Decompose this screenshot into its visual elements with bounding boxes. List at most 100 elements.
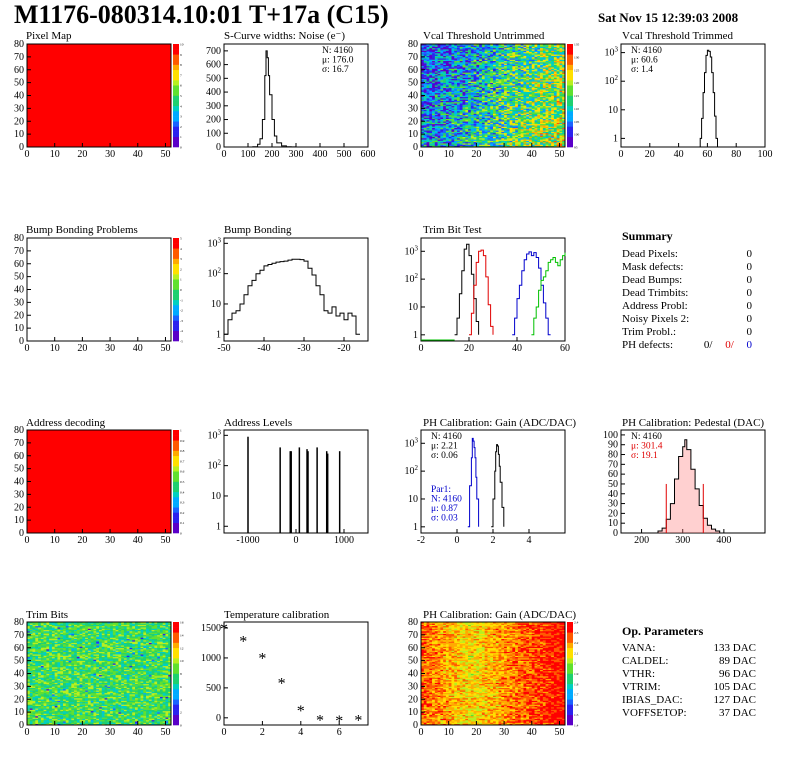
heatmap-cell — [423, 59, 427, 62]
heatmap-cell — [501, 72, 505, 74]
heatmap-cell — [462, 76, 466, 78]
x-tick-label: 100 — [758, 149, 773, 160]
heatmap-cell — [432, 72, 436, 74]
heatmap-cell — [495, 60, 499, 63]
heatmap-cell — [548, 114, 552, 117]
heatmap-cell — [562, 117, 566, 119]
heatmap-cell — [551, 130, 555, 132]
heatmap-cell — [481, 72, 485, 74]
heatmap-cell — [523, 74, 527, 77]
heatmap-cell — [426, 77, 430, 80]
heatmap-cell — [457, 74, 461, 77]
heatmap-cell — [531, 132, 535, 135]
heatmap-cell — [479, 49, 483, 51]
heatmap-cell — [504, 58, 508, 60]
heatmap-cell — [493, 110, 497, 113]
heatmap-cell — [551, 86, 555, 89]
heatmap-cell — [432, 108, 436, 110]
heatmap-cell — [484, 58, 488, 60]
heatmap-cell — [476, 51, 480, 54]
heatmap-cell — [484, 45, 488, 47]
heatmap-cell — [504, 98, 508, 100]
heatmap-cell — [437, 117, 441, 119]
heatmap-cell — [553, 131, 557, 134]
heatmap-cell — [515, 132, 519, 135]
heatmap-cell — [426, 108, 430, 110]
heatmap-cell — [501, 139, 505, 141]
heatmap-cell — [454, 50, 458, 53]
heatmap-cell — [495, 131, 499, 134]
heatmap-cell — [562, 46, 566, 49]
heatmap-cell — [556, 51, 560, 54]
heatmap-cell — [468, 55, 472, 58]
heatmap-cell — [556, 45, 560, 47]
x-tick-label: 10 — [50, 535, 60, 546]
heatmap-cell — [479, 50, 483, 53]
heatmap-cell — [465, 126, 469, 128]
heatmap-cell — [523, 143, 527, 145]
heatmap-cell — [465, 95, 469, 98]
heatmap-cell — [476, 135, 480, 137]
heatmap-cell — [484, 139, 488, 141]
heatmap-cell — [432, 101, 436, 104]
heatmap-cell — [506, 139, 510, 141]
heatmap-cell — [520, 73, 524, 76]
heatmap-cell — [529, 86, 533, 89]
heatmap-cell — [445, 87, 449, 90]
heatmap-cell — [504, 127, 508, 130]
heatmap-cell — [548, 130, 552, 132]
heatmap-cell — [562, 92, 566, 95]
heatmap-cell — [493, 131, 497, 134]
heatmap-cell — [512, 105, 516, 108]
heatmap-cell — [451, 135, 455, 137]
heatmap-cell — [440, 65, 444, 68]
heatmap-cell — [448, 123, 452, 126]
heatmap-cell — [454, 59, 458, 62]
heatmap-cell — [481, 56, 485, 59]
heatmap-cell — [459, 105, 463, 108]
heatmap-cell — [504, 123, 508, 126]
heatmap-cell — [470, 77, 474, 80]
y-tick-label: 0 — [19, 142, 24, 153]
heatmap-cell — [556, 118, 560, 121]
y-tick-label: 70 — [408, 52, 418, 63]
heatmap-cell — [545, 94, 549, 96]
heatmap-cell — [440, 87, 444, 90]
heatmap-cell — [520, 89, 524, 91]
heatmap-cell — [423, 135, 427, 137]
heatmap-cell — [551, 113, 555, 116]
heatmap-cell — [440, 117, 444, 119]
heatmap-cell — [534, 113, 538, 116]
y-tick-label: 10 — [14, 323, 24, 334]
heatmap-cell — [520, 141, 524, 144]
heatmap-cell — [520, 91, 524, 94]
heatmap-cell — [454, 143, 458, 145]
heatmap-cell — [529, 136, 533, 139]
heatmap-cell — [548, 72, 552, 74]
heatmap-cell — [515, 119, 519, 122]
heatmap-cell — [509, 94, 513, 96]
heatmap-cell — [523, 123, 527, 126]
heatmap-cell — [517, 78, 521, 81]
heatmap-cell — [454, 122, 458, 125]
heatmap-cell — [445, 86, 449, 89]
heatmap-cell — [501, 98, 505, 100]
heatmap-cell — [462, 118, 466, 121]
heatmap-cell — [534, 118, 538, 121]
heatmap-cell — [429, 87, 433, 90]
heatmap-cell — [495, 51, 499, 54]
heatmap-cell — [484, 112, 488, 114]
heatmap-cell — [556, 91, 560, 94]
x-tick-label: 10 — [444, 149, 454, 160]
heatmap-cell — [29, 646, 33, 649]
heatmap-cell — [529, 49, 533, 51]
heatmap-cell — [432, 80, 436, 82]
address-levels-title: Address Levels — [224, 417, 292, 429]
heatmap-cell — [470, 141, 474, 144]
heatmap-cell — [457, 80, 461, 82]
heatmap-cell — [559, 44, 563, 46]
heatmap-cell — [562, 116, 566, 118]
heatmap-cell — [495, 55, 499, 58]
heatmap-cell — [423, 139, 427, 141]
heatmap-cell — [537, 89, 541, 91]
